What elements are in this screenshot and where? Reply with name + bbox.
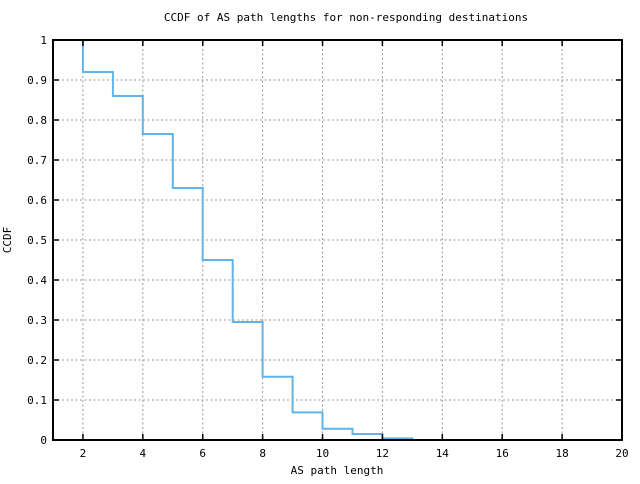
y-tick-label: 0.1 — [27, 394, 47, 407]
axis-ticks — [53, 39, 623, 441]
chart-title: CCDF of AS path lengths for non-respondi… — [164, 11, 528, 24]
x-tick-label: 16 — [496, 447, 509, 460]
x-tick-label: 4 — [140, 447, 147, 460]
x-tick-label: 18 — [555, 447, 568, 460]
gridlines — [53, 40, 622, 440]
x-tick-label: 6 — [199, 447, 206, 460]
x-tick-label: 20 — [615, 447, 628, 460]
y-tick-label: 0.3 — [27, 314, 47, 327]
y-axis-label: CCDF — [1, 227, 14, 254]
ccdf-curve — [81, 40, 414, 440]
y-tick-label: 0.6 — [27, 194, 47, 207]
x-tick-label: 14 — [436, 447, 450, 460]
y-tick-label: 1 — [40, 34, 47, 47]
tick-labels: 2 4 6 8 10 12 14 16 18 20 0 0.1 0.2 0.3 0.4 0.5 0.6 0.7 0.… — [27, 34, 629, 460]
x-axis-label: AS path length — [291, 464, 384, 477]
x-tick-label: 8 — [259, 447, 266, 460]
x-tick-label: 2 — [80, 447, 87, 460]
y-tick-label: 0.4 — [27, 274, 47, 287]
x-tick-label: 12 — [376, 447, 389, 460]
y-tick-label: 0.2 — [27, 354, 47, 367]
y-tick-label: 0.7 — [27, 154, 47, 167]
x-tick-label: 10 — [316, 447, 329, 460]
y-tick-label: 0 — [40, 434, 47, 447]
y-tick-label: 0.8 — [27, 114, 47, 127]
ccdf-curve-group — [81, 40, 414, 440]
y-tick-label: 0.5 — [27, 234, 47, 247]
y-tick-label: 0.9 — [27, 74, 47, 87]
